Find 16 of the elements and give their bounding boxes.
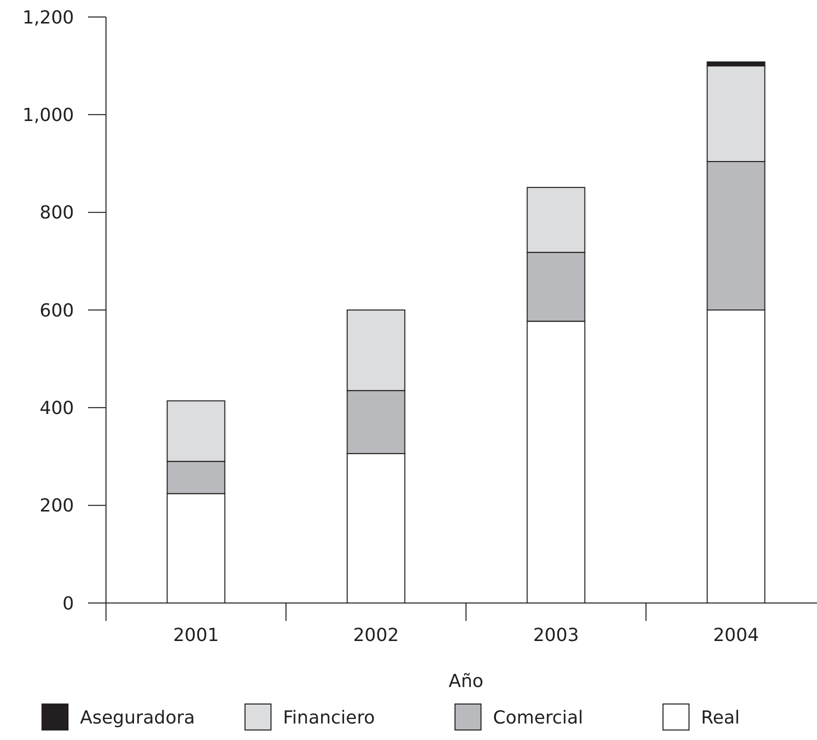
y-tick-label: 800 bbox=[40, 202, 74, 224]
legend-label: Comercial bbox=[493, 707, 584, 728]
y-tick-label: 0 bbox=[62, 593, 74, 614]
legend-label: Aseguradora bbox=[80, 707, 195, 728]
x-tick-label: 2004 bbox=[713, 625, 759, 646]
x-tick-label: 2002 bbox=[353, 625, 399, 646]
y-tick-label: 600 bbox=[40, 300, 74, 322]
legend-label: Real bbox=[701, 707, 740, 728]
x-axis-title: Año bbox=[448, 671, 484, 692]
y-tick-label: 1,200 bbox=[22, 7, 74, 28]
y-tick-label: 200 bbox=[40, 496, 74, 517]
legend-label: Financiero bbox=[283, 707, 375, 728]
y-tick-label: 400 bbox=[40, 398, 74, 419]
y-tick-label: 1,000 bbox=[22, 104, 74, 126]
x-tick-label: 2001 bbox=[173, 625, 219, 646]
x-tick-label: 2003 bbox=[533, 625, 579, 646]
